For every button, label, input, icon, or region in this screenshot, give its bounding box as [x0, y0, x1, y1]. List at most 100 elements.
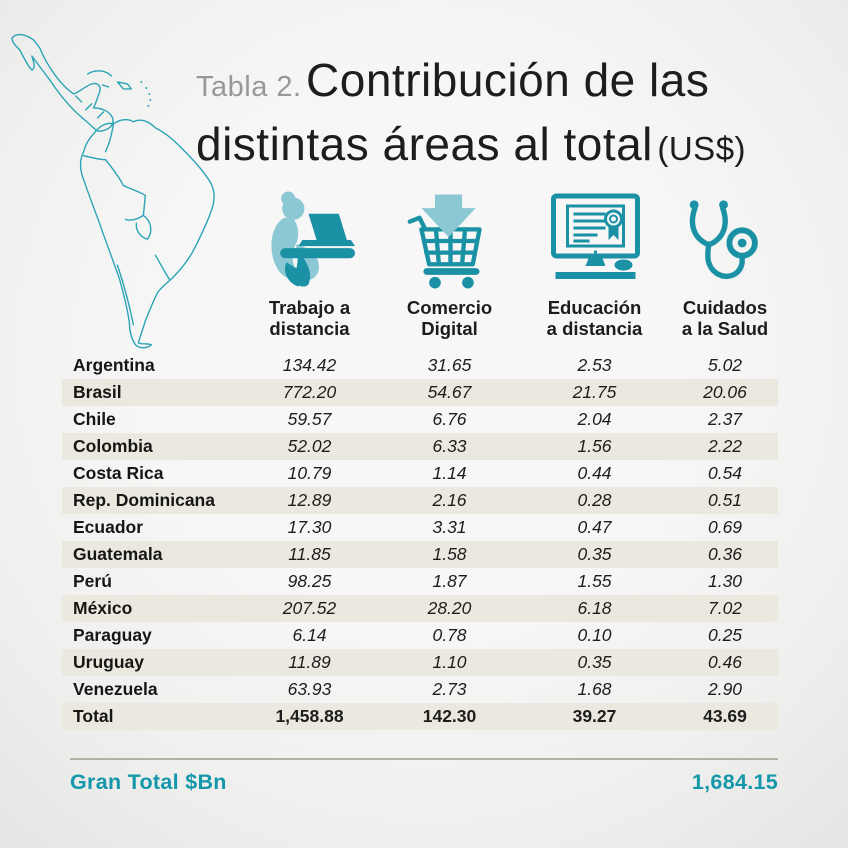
- country-label: Ecuador: [73, 517, 144, 537]
- value-cell: 0.51: [707, 490, 743, 510]
- value-cell: 2.53: [577, 355, 612, 375]
- table-row: Rep. Dominicana 12.89 2.16 0.28 0.51: [62, 487, 778, 514]
- column-header-cuidados: Cuidados a la Salud: [681, 297, 769, 340]
- country-label: Colombia: [73, 436, 153, 456]
- value-cell: 2.16: [432, 490, 467, 510]
- country-label: Perú: [73, 571, 112, 591]
- value-cell: 6.76: [432, 409, 467, 429]
- total-row: Total 1,458.88 142.30 39.27 43.69: [62, 703, 778, 730]
- table-row: Brasil 772.20 54.67 21.75 20.06: [62, 379, 778, 406]
- grand-total-row: Gran Total $Bn 1,684.15: [70, 770, 778, 795]
- title-unit: (US$): [657, 130, 747, 167]
- value-cell: 0.10: [577, 625, 612, 645]
- country-label: Costa Rica: [73, 463, 164, 483]
- value-cell: 5.02: [707, 355, 743, 375]
- value-cell: 1.10: [432, 652, 467, 672]
- value-cell: 0.35: [577, 652, 612, 672]
- table-row: Argentina 134.42 31.65 2.53 5.02: [62, 352, 778, 379]
- value-cell: 59.57: [287, 409, 332, 429]
- value-cell: 1.14: [432, 463, 467, 483]
- value-cell: 0.36: [707, 544, 743, 564]
- total-value: 142.30: [422, 706, 477, 726]
- value-cell: 2.22: [707, 436, 743, 456]
- value-cell: 0.25: [707, 625, 743, 645]
- data-table: Argentina 134.42 31.65 2.53 5.02 Brasil 772.20…: [62, 352, 778, 730]
- value-cell: 6.14: [292, 625, 327, 645]
- value-cell: 134.42: [282, 355, 337, 375]
- total-label: Total: [73, 706, 114, 726]
- value-cell: 207.52: [282, 598, 337, 618]
- column-header-educacion: Educación a distancia: [546, 297, 643, 340]
- title-line-2: distintas áreas al total (US$): [196, 118, 746, 182]
- value-cell: 0.28: [577, 490, 612, 510]
- value-cell: 1.30: [707, 571, 743, 591]
- value-cell: 0.54: [707, 463, 743, 483]
- value-cell: 54.67: [427, 382, 472, 402]
- value-cell: 11.89: [288, 652, 331, 672]
- value-cell: 31.65: [427, 355, 472, 375]
- country-label: Guatemala: [73, 544, 163, 564]
- value-cell: 6.33: [432, 436, 467, 456]
- value-cell: 17.30: [287, 517, 332, 537]
- country-label: Brasil: [73, 382, 122, 402]
- value-cell: 0.44: [577, 463, 612, 483]
- page-title: Tabla 2. Contribución de las distintas á…: [196, 54, 746, 182]
- value-cell: 0.69: [707, 517, 743, 537]
- title-main-1: Contribución de las: [306, 54, 710, 106]
- table-row: Costa Rica 10.79 1.14 0.44 0.54: [62, 460, 778, 487]
- title-prefix: Tabla 2.: [196, 71, 302, 103]
- value-cell: 28.20: [427, 598, 472, 618]
- latin-america-map-icon: [11, 33, 215, 349]
- value-cell: 10.79: [287, 463, 332, 483]
- value-cell: 1.55: [577, 571, 612, 591]
- value-cell: 1.87: [432, 571, 467, 591]
- value-cell: 0.46: [707, 652, 743, 672]
- table-row: Venezuela 63.93 2.73 1.68 2.90: [62, 676, 778, 703]
- column-header-trabajo: Trabajo a distancia: [268, 297, 351, 340]
- value-cell: 2.37: [707, 409, 743, 429]
- remote-work-icon: [270, 191, 355, 287]
- column-headers-row: Trabajo a distancia Comercio Digital Educa…: [62, 297, 778, 340]
- value-cell: 1.56: [577, 436, 612, 456]
- title-line-1: Tabla 2. Contribución de las: [196, 54, 746, 118]
- total-value: 43.69: [703, 706, 747, 726]
- value-cell: 0.35: [577, 544, 612, 564]
- country-label: Uruguay: [73, 652, 144, 672]
- country-label: Argentina: [73, 355, 155, 375]
- country-label: México: [73, 598, 133, 618]
- value-cell: 772.20: [282, 382, 337, 402]
- total-value: 1,458.88: [275, 706, 344, 726]
- value-cell: 20.06: [703, 382, 747, 402]
- table-row: Uruguay 11.89 1.10 0.35 0.46: [62, 649, 778, 676]
- value-cell: 2.90: [707, 679, 743, 699]
- value-cell: 98.25: [287, 571, 332, 591]
- value-cell: 2.04: [577, 409, 612, 429]
- value-cell: 3.31: [432, 517, 467, 537]
- table-row: Chile 59.57 6.76 2.04 2.37: [62, 406, 778, 433]
- table-row: Colombia 52.02 6.33 1.56 2.22: [62, 433, 778, 460]
- value-cell: 21.75: [572, 382, 617, 402]
- table-row: Perú 98.25 1.87 1.55 1.30: [62, 568, 778, 595]
- value-cell: 7.02: [707, 598, 743, 618]
- country-label: Paraguay: [73, 625, 152, 645]
- table-body: Argentina 134.42 31.65 2.53 5.02 Brasil 772.20…: [62, 352, 778, 703]
- value-cell: 63.93: [287, 679, 332, 699]
- digital-commerce-icon: [407, 194, 482, 289]
- value-cell: 0.47: [577, 517, 612, 537]
- table-row: Guatemala 11.85 1.58 0.35 0.36: [62, 541, 778, 568]
- value-cell: 12.89: [287, 490, 332, 510]
- grand-total-divider: [70, 758, 778, 760]
- value-cell: 52.02: [287, 436, 332, 456]
- value-cell: 1.58: [432, 544, 467, 564]
- grand-total-label: Gran Total $Bn: [70, 770, 227, 794]
- country-label: Chile: [73, 409, 116, 429]
- value-cell: 0.78: [432, 625, 467, 645]
- value-cell: 11.85: [288, 544, 331, 564]
- healthcare-icon: [689, 200, 758, 279]
- distance-education-icon: [550, 193, 640, 279]
- value-cell: 1.68: [577, 679, 612, 699]
- table-row: México 207.52 28.20 6.18 7.02: [62, 595, 778, 622]
- table-row: Paraguay 6.14 0.78 0.10 0.25: [62, 622, 778, 649]
- title-main-2: distintas áreas al total: [196, 118, 653, 170]
